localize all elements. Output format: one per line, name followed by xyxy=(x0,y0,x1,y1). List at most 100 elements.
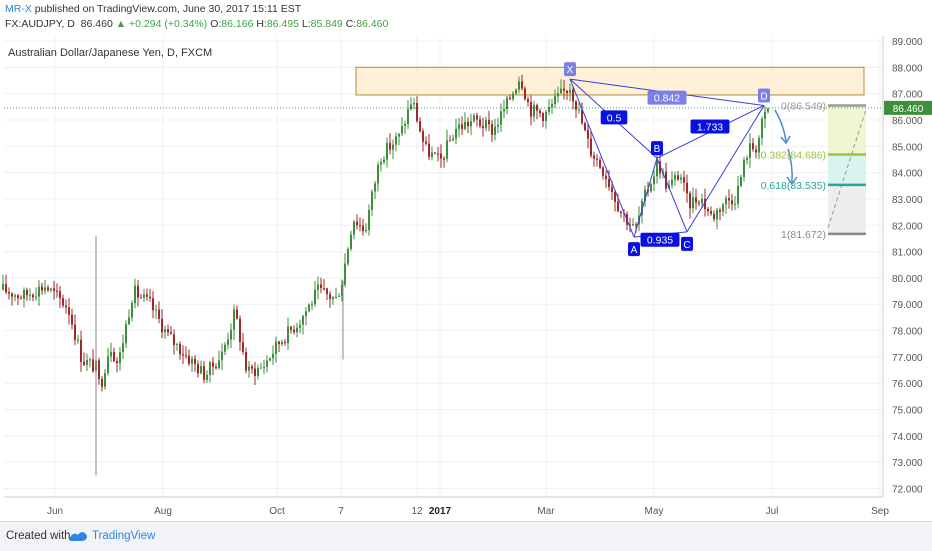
candle xyxy=(359,217,361,232)
candle-body xyxy=(488,119,490,125)
candle-body xyxy=(632,224,634,226)
y-tick-label: 81.000 xyxy=(892,248,923,259)
candle xyxy=(314,280,316,307)
candle xyxy=(467,117,469,134)
candle-body xyxy=(728,198,730,201)
x-tick-label: 12 xyxy=(411,506,423,517)
candle xyxy=(401,117,403,137)
x-tick-label: 7 xyxy=(338,506,344,517)
candle-body xyxy=(722,204,724,212)
candle xyxy=(137,279,139,307)
candle xyxy=(182,345,184,364)
x-tick-label: Jul xyxy=(766,506,779,517)
candle xyxy=(302,314,304,335)
author-link[interactable]: MR-X xyxy=(5,3,32,15)
candle-body xyxy=(335,296,337,298)
candle xyxy=(422,128,424,152)
candle-body xyxy=(203,366,205,380)
candle xyxy=(323,279,325,291)
candle-body xyxy=(356,221,358,226)
candle xyxy=(479,115,481,129)
candle-body xyxy=(500,111,502,125)
candle xyxy=(413,98,415,110)
candle xyxy=(278,340,280,353)
pattern-point-c: C xyxy=(683,240,690,251)
candle xyxy=(62,294,64,308)
candle-body xyxy=(602,167,604,176)
candle-body xyxy=(581,109,583,124)
candle xyxy=(509,94,511,101)
ratio-label-bg xyxy=(640,232,680,247)
candle xyxy=(266,355,268,373)
candle xyxy=(236,305,238,320)
candle-body xyxy=(548,107,550,112)
candle xyxy=(209,360,211,383)
candle xyxy=(755,145,757,159)
candle-body xyxy=(584,123,586,131)
candle xyxy=(590,131,592,158)
candle-body xyxy=(155,309,157,311)
price-chart[interactable]: X A B C D 0.5 0.842 1.733 0.935 0(86.549) 0.382(8… xyxy=(0,0,932,521)
axes-layer: 89.000 88.000 87.000 86.000 85.000 84.000 83.0… xyxy=(4,36,932,517)
grid xyxy=(4,36,883,497)
candle-body xyxy=(677,175,679,180)
candle xyxy=(161,308,163,339)
candle-body xyxy=(587,130,589,139)
candle-body xyxy=(542,113,544,122)
candle xyxy=(173,329,175,355)
candle-body xyxy=(554,96,556,104)
candle xyxy=(122,334,124,359)
last-price-tag xyxy=(884,100,932,115)
candle xyxy=(686,174,688,203)
candle-body xyxy=(35,296,37,298)
candle xyxy=(251,364,253,374)
candle-body xyxy=(389,142,391,150)
open-label: O: xyxy=(210,18,222,30)
candle xyxy=(164,325,166,339)
candle xyxy=(293,325,295,335)
candle-body xyxy=(230,329,232,340)
candle xyxy=(344,253,346,288)
candle xyxy=(47,285,49,293)
candle xyxy=(248,360,250,378)
candle-body xyxy=(761,118,763,138)
candle-body xyxy=(5,283,7,293)
candle-body xyxy=(314,289,316,305)
fib-label-0.618: 0.618(83.535) xyxy=(761,180,826,192)
candle xyxy=(134,278,136,309)
y-tick-label: 77.000 xyxy=(892,353,923,364)
candle-body xyxy=(533,104,535,117)
candle xyxy=(407,100,409,129)
candle-body xyxy=(413,103,415,105)
candle xyxy=(632,218,634,227)
pattern-point-b: B xyxy=(654,144,661,155)
candle-body xyxy=(482,125,484,129)
candle-body xyxy=(698,202,700,204)
candle xyxy=(365,223,367,234)
y-tick-label: 72.000 xyxy=(892,485,923,496)
candle xyxy=(101,376,103,392)
candle xyxy=(176,342,178,351)
candle xyxy=(146,288,148,301)
candle-body xyxy=(71,314,73,325)
candle-body xyxy=(221,351,223,361)
candle xyxy=(566,90,568,100)
candle xyxy=(392,139,394,160)
candle-body xyxy=(188,355,190,364)
candle-body xyxy=(8,292,10,294)
candle xyxy=(482,117,484,137)
candle xyxy=(86,353,88,371)
y-tick-label: 75.000 xyxy=(892,406,923,417)
candle-body xyxy=(332,296,334,299)
tradingview-brand[interactable]: TradingView xyxy=(92,530,156,542)
candle-body xyxy=(518,81,520,90)
candle xyxy=(197,360,199,378)
candle xyxy=(287,317,289,350)
candle xyxy=(743,156,745,182)
candle xyxy=(167,324,169,337)
candle-body xyxy=(695,197,697,203)
candle-body xyxy=(650,184,652,192)
candle-body xyxy=(734,203,736,205)
candle xyxy=(257,364,259,380)
candle-body xyxy=(329,294,331,299)
